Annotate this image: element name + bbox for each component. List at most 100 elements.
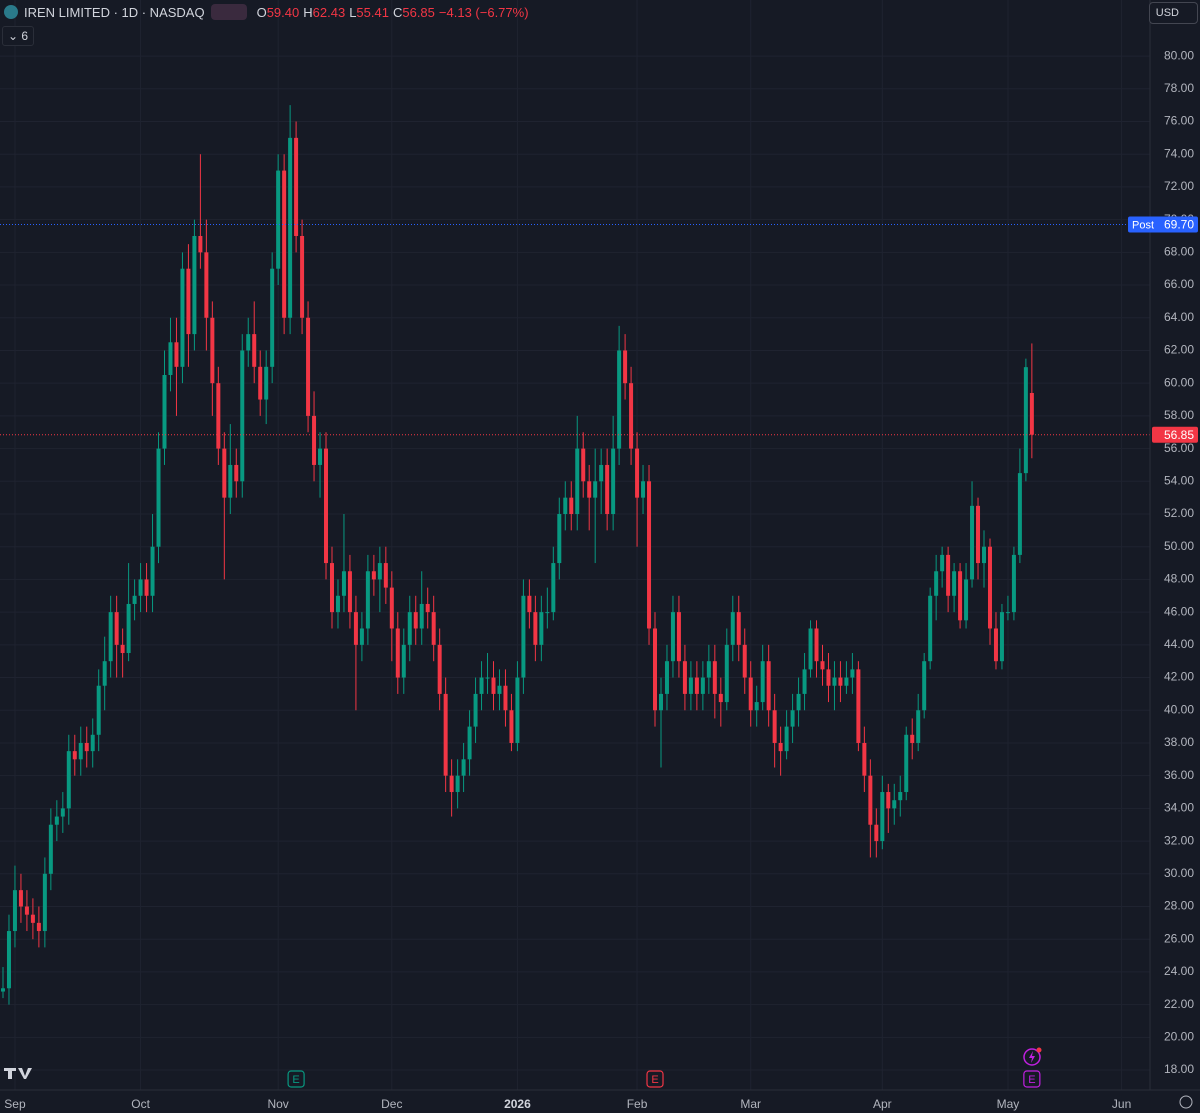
candle-body xyxy=(306,317,311,416)
candle-body xyxy=(365,571,370,629)
candle-body xyxy=(999,612,1004,662)
candle-body xyxy=(700,677,705,694)
candle-body xyxy=(958,571,963,621)
candle-body xyxy=(473,693,478,727)
price-tag-name-bg xyxy=(1128,216,1158,233)
candle-body xyxy=(54,816,59,825)
candle-body xyxy=(629,383,634,449)
candle-body xyxy=(377,563,382,580)
candle-body xyxy=(611,448,616,515)
y-tick-label: 28.00 xyxy=(1164,899,1194,913)
candle-body xyxy=(575,448,580,515)
candle-body xyxy=(240,350,245,482)
candle-body xyxy=(557,514,562,564)
candle-body xyxy=(0,988,5,992)
candle-body xyxy=(509,710,514,743)
y-tick-label: 36.00 xyxy=(1164,768,1194,782)
candle-body xyxy=(599,464,604,482)
candle-body xyxy=(36,922,41,932)
candle-body xyxy=(335,595,340,613)
x-tick-label: Feb xyxy=(627,1097,648,1111)
candle-body xyxy=(670,612,675,662)
candle-body xyxy=(270,268,275,367)
candle-body xyxy=(635,448,640,498)
y-tick-label: 30.00 xyxy=(1164,866,1194,880)
candle-body xyxy=(312,415,317,465)
candle-body xyxy=(940,554,945,572)
alert-icon-bolt xyxy=(1029,1051,1035,1063)
candle-body xyxy=(784,726,789,752)
price-tag xyxy=(1152,216,1198,233)
candle-body xyxy=(976,505,981,564)
candle-body xyxy=(868,775,873,825)
candle-body xyxy=(437,644,442,694)
candle-body xyxy=(96,685,101,735)
candle-body xyxy=(168,342,173,375)
candle-body xyxy=(778,742,783,752)
y-tick-label: 46.00 xyxy=(1164,604,1194,618)
candle-body xyxy=(60,808,65,817)
candle-body xyxy=(539,612,544,645)
candle-body xyxy=(78,742,83,760)
candle-body xyxy=(138,579,143,596)
candle-body xyxy=(856,669,861,743)
candle-body xyxy=(718,693,723,703)
candle-body xyxy=(491,677,496,694)
y-tick-label: 62.00 xyxy=(1164,343,1194,357)
x-tick-label: Sep xyxy=(4,1097,26,1111)
candle-body xyxy=(790,710,795,727)
alert-icon[interactable] xyxy=(1023,1048,1041,1066)
candle-body xyxy=(1017,473,1022,555)
candle-body xyxy=(401,644,406,678)
candle-body xyxy=(503,685,508,711)
candle-body xyxy=(383,563,388,588)
candle-body xyxy=(706,661,711,678)
candle-body xyxy=(162,374,167,449)
symbol-logo xyxy=(4,5,18,19)
candle-body xyxy=(204,252,209,318)
candle-body xyxy=(993,628,998,662)
candle-body xyxy=(443,693,448,776)
candle-body xyxy=(222,448,227,498)
candle-body xyxy=(904,734,909,793)
x-tick-label: Apr xyxy=(873,1097,892,1111)
candle-body xyxy=(838,677,843,686)
candle-body xyxy=(461,759,466,776)
candle-body xyxy=(300,235,305,318)
candle-body xyxy=(521,595,526,678)
alert-dot xyxy=(1036,1047,1042,1053)
y-tick-label: 34.00 xyxy=(1164,801,1194,815)
candle-body xyxy=(413,612,418,629)
indicators-toggle[interactable]: ⌄ 6 xyxy=(2,26,35,46)
ohlc: O59.40 H62.43 L55.41 C56.85 xyxy=(253,5,435,20)
candle-body xyxy=(72,751,77,760)
currency: USD xyxy=(1155,7,1179,19)
y-tick-label: 72.00 xyxy=(1164,179,1194,193)
x-tick-label: Jun xyxy=(1112,1097,1131,1111)
settings-icon[interactable] xyxy=(1179,1095,1193,1109)
candle-body xyxy=(664,661,669,694)
candle-body xyxy=(407,612,412,645)
candle-body xyxy=(180,268,185,367)
ohlc-value: 59.40 xyxy=(266,4,300,20)
candle-body xyxy=(934,571,939,596)
candle-body xyxy=(329,563,334,613)
axes: 18.00 20.00 22.00 24.00 26.00 28.00 30.00 32.00… xyxy=(4,48,1198,1111)
y-tick-label: 40.00 xyxy=(1164,702,1194,716)
plot xyxy=(0,105,1150,1005)
ohlc-value: 55.41 xyxy=(356,4,389,20)
price-tag-label: 56.85 xyxy=(1164,428,1194,442)
currency-select[interactable]: USD xyxy=(1148,2,1198,24)
candle-body xyxy=(156,448,161,547)
candle-body xyxy=(294,137,299,236)
symbol-title[interactable]: IREN LIMITED · 1D · NASDAQ xyxy=(24,4,205,20)
ohlc-key: O xyxy=(256,4,267,20)
candle-body xyxy=(742,644,747,678)
session-toggle[interactable] xyxy=(210,4,247,20)
candle-body xyxy=(341,571,346,596)
candle-body xyxy=(252,334,257,367)
candle-body xyxy=(18,890,23,907)
y-tick-label: 64.00 xyxy=(1164,310,1194,324)
candle-body xyxy=(682,661,687,694)
y-tick-label: 42.00 xyxy=(1164,670,1194,684)
